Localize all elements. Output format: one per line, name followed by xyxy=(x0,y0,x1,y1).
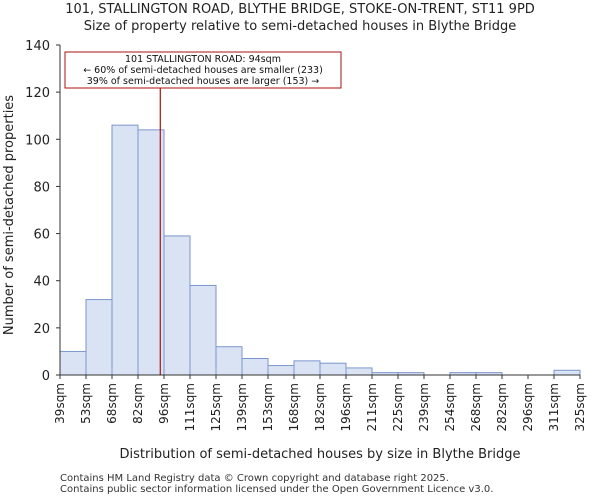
x-tick-label: 311sqm xyxy=(547,383,561,431)
bar-153sqm xyxy=(267,365,295,376)
y-tick-label: 0 xyxy=(42,369,50,384)
x-tick-label: 196sqm xyxy=(339,383,353,431)
axes-frame xyxy=(59,45,580,376)
bar-125sqm xyxy=(215,346,243,376)
annotation-box xyxy=(64,51,342,89)
bar-111sqm xyxy=(189,284,217,376)
y-tick-label: 100 xyxy=(25,133,50,148)
x-tick-label: 125sqm xyxy=(209,383,223,431)
x-tick-label: 268sqm xyxy=(469,383,483,431)
y-tick-label: 120 xyxy=(25,86,50,101)
bar-139sqm xyxy=(241,358,269,376)
bar-182sqm xyxy=(319,362,347,376)
x-tick-label: 39sqm xyxy=(53,383,67,424)
x-tick-label: 111sqm xyxy=(183,383,197,431)
y-tick-label: 20 xyxy=(33,322,50,337)
bar-68sqm xyxy=(111,124,139,376)
x-tick-label: 182sqm xyxy=(313,383,327,431)
x-tick-label: 139sqm xyxy=(235,383,249,431)
x-axis-label: Distribution of semi-detached houses by … xyxy=(119,447,520,462)
x-tick-label: 168sqm xyxy=(287,383,301,431)
x-tick-label: 211sqm xyxy=(365,383,379,431)
y-tick-label: 140 xyxy=(25,39,50,54)
y-tick-label: 60 xyxy=(33,228,50,243)
x-tick-label: 239sqm xyxy=(417,383,431,431)
x-tick-label: 225sqm xyxy=(391,383,405,431)
bar-96sqm xyxy=(163,235,191,376)
x-tick-label: 296sqm xyxy=(521,383,535,431)
chart-title: 101, STALLINGTON ROAD, BLYTHE BRIDGE, ST… xyxy=(65,2,535,17)
x-tick-label: 82sqm xyxy=(131,383,145,424)
x-tick-label: 53sqm xyxy=(79,383,93,424)
x-tick-label: 325sqm xyxy=(573,383,587,431)
x-tick-label: 254sqm xyxy=(443,383,457,431)
chart-subtitle: Size of property relative to semi-detach… xyxy=(83,19,517,34)
x-tick-label: 96sqm xyxy=(157,383,171,424)
ticks-group: 0 20 40 60 80 100 120 140 39sqm 53sqm 68sqm 82sqm 96… xyxy=(25,39,587,431)
annotation-line-2: ← 60% of semi-detached houses are smalle… xyxy=(83,65,323,76)
y-axis-label: Number of semi-detached properties xyxy=(2,95,17,335)
bar-311sqm xyxy=(553,369,581,376)
annotation-line-3: 39% of semi-detached houses are larger (… xyxy=(87,76,320,87)
bar-82sqm xyxy=(137,129,165,376)
bars-group xyxy=(59,124,581,376)
footer-line-1: Contains HM Land Registry data © Crown c… xyxy=(60,473,449,484)
y-tick-label: 80 xyxy=(33,180,50,195)
x-tick-label: 68sqm xyxy=(105,383,119,424)
bar-196sqm xyxy=(345,367,373,376)
annotation-line-1: 101 STALLINGTON ROAD: 94sqm xyxy=(125,54,281,65)
bar-53sqm xyxy=(85,299,113,376)
bar-168sqm xyxy=(293,360,321,376)
footer-line-2: Contains public sector information licen… xyxy=(60,484,494,495)
x-tick-label: 282sqm xyxy=(495,383,509,431)
y-tick-label: 40 xyxy=(33,275,50,290)
bar-39sqm xyxy=(59,350,87,376)
x-tick-label: 153sqm xyxy=(261,383,275,431)
